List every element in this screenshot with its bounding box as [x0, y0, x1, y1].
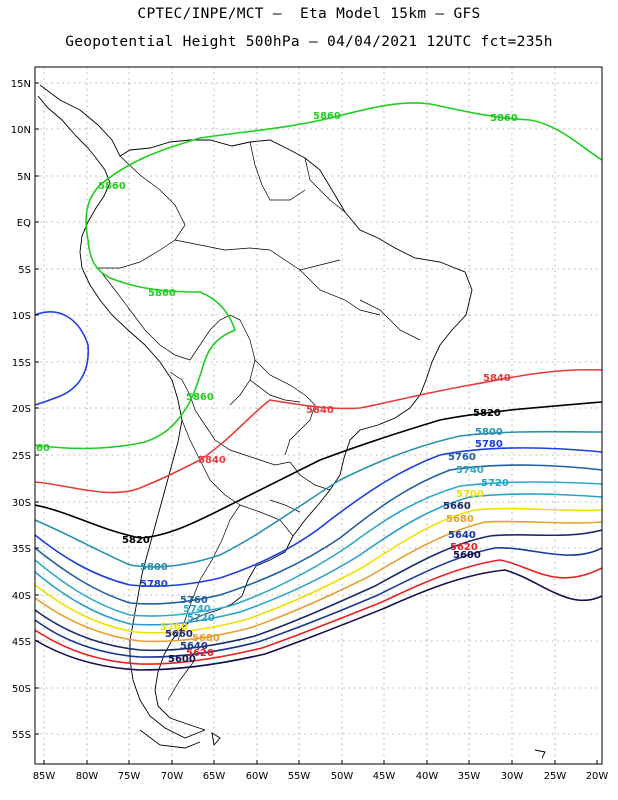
- contour-5680: [35, 520, 602, 643]
- contour-label-5680: 5680: [446, 514, 474, 525]
- lon-tick-label: 35W: [458, 771, 481, 782]
- lat-tick-label: 5N: [17, 172, 31, 183]
- lon-tick-label: 60W: [246, 771, 269, 782]
- lat-tick-label: 30S: [12, 498, 31, 509]
- contour-5700: [35, 507, 602, 634]
- contour-label-5620: 5620: [450, 542, 478, 553]
- lon-tick-label: 80W: [76, 771, 99, 782]
- lat-tick-label: 20S: [12, 404, 31, 415]
- contour-label-5640: 5640: [448, 530, 476, 541]
- contour-5860-north: [99, 102, 602, 186]
- contour-label-5800: 5800: [140, 562, 168, 573]
- lon-tick-label: 20W: [586, 771, 609, 782]
- contour-5860-south: [35, 184, 236, 450]
- lon-tick-label: 75W: [118, 771, 141, 782]
- contour-label-5600: 5600: [168, 654, 196, 665]
- contour-label-5860: 5860: [313, 111, 341, 122]
- contour-5820: [35, 401, 602, 539]
- lat-tick-label: 25S: [12, 451, 31, 462]
- contour-5660: [35, 529, 602, 652]
- contour-label-5660: 5660: [165, 629, 193, 640]
- lon-tick-label: 85W: [33, 771, 56, 782]
- contour-5720: [35, 493, 602, 626]
- contour-label-5640: 5640: [180, 641, 208, 652]
- contour-5640: [35, 547, 602, 658]
- lon-tick-label: 45W: [373, 771, 396, 782]
- lat-tick-label: 55S: [12, 730, 31, 741]
- contour-label-5820: 5820: [122, 535, 150, 546]
- lat-tick-label: 5S: [18, 265, 31, 276]
- lat-tick-label: 10N: [11, 125, 31, 136]
- lat-tick-label: 50S: [12, 684, 31, 695]
- title-line-1: CPTEC/INPE/MCT – Eta Model 15km – GFS: [137, 6, 481, 22]
- contour-label-5720: 5720: [187, 613, 215, 624]
- lon-tick-label: 30W: [501, 771, 524, 782]
- contour-label-partial: 60: [36, 443, 50, 454]
- contour-5800: [35, 430, 602, 568]
- contour-label-5800: 5800: [475, 427, 503, 438]
- lat-tick-label: 35S: [12, 544, 31, 555]
- coastline-south-america: [37, 84, 546, 759]
- contour-label-5700: 5700: [160, 622, 188, 633]
- lon-tick-label: 25W: [544, 771, 567, 782]
- contour-5760: [35, 464, 602, 605]
- lat-tick-label: 10S: [12, 311, 31, 322]
- lat-tick-label: 40S: [12, 591, 31, 602]
- contour-label-5780: 5780: [475, 439, 503, 450]
- contour-label-5840: 5840: [198, 455, 226, 466]
- contour-label-5700: 5700: [456, 489, 484, 500]
- contour-5860-pacific: [35, 311, 90, 406]
- contour-label-5760: 5760: [180, 595, 208, 606]
- contour-label-5660: 5660: [443, 501, 471, 512]
- contour-label-5720: 5720: [481, 478, 509, 489]
- contour-5840: [35, 368, 602, 494]
- contour-label-5760: 5760: [448, 452, 476, 463]
- contour-5620: [35, 559, 602, 665]
- lon-tick-label: 70W: [161, 771, 184, 782]
- lat-tick-label: 15N: [11, 79, 31, 90]
- contour-lines: [35, 102, 602, 671]
- contour-5600: [35, 569, 602, 671]
- lon-tick-label: 55W: [288, 771, 311, 782]
- title-line-2: Geopotential Height 500hPa – 04/04/2021 …: [65, 34, 553, 50]
- contour-5780: [35, 447, 602, 587]
- contour-label-5740: 5740: [183, 604, 211, 615]
- lon-tick-label: 40W: [416, 771, 439, 782]
- lat-tick-label: 15S: [12, 358, 31, 369]
- contour-label-5680: 5680: [192, 633, 220, 644]
- lon-tick-label: 50W: [331, 771, 354, 782]
- contour-label-5860: 5860: [186, 392, 214, 403]
- contour-label-5860: 5860: [148, 288, 176, 299]
- lon-tick-label: 65W: [203, 771, 226, 782]
- contour-label-5740: 5740: [456, 465, 484, 476]
- lat-tick-label: 45S: [12, 637, 31, 648]
- contour-label-5600: 5600: [453, 550, 481, 561]
- lat-tick-label: EQ: [17, 218, 31, 229]
- contour-label-5860: 5860: [490, 113, 518, 124]
- plot-frame: [34, 66, 603, 765]
- map-grid: [35, 67, 602, 764]
- contour-label-5860: 5860: [98, 181, 126, 192]
- contour-label-5780: 5780: [140, 579, 168, 590]
- contour-label-5840: 5840: [483, 373, 511, 384]
- contour-5740: [35, 481, 602, 617]
- contour-label-5620: 5620: [186, 648, 214, 659]
- contour-label-5840: 5840: [306, 405, 334, 416]
- contour-label-5820: 5820: [473, 408, 501, 419]
